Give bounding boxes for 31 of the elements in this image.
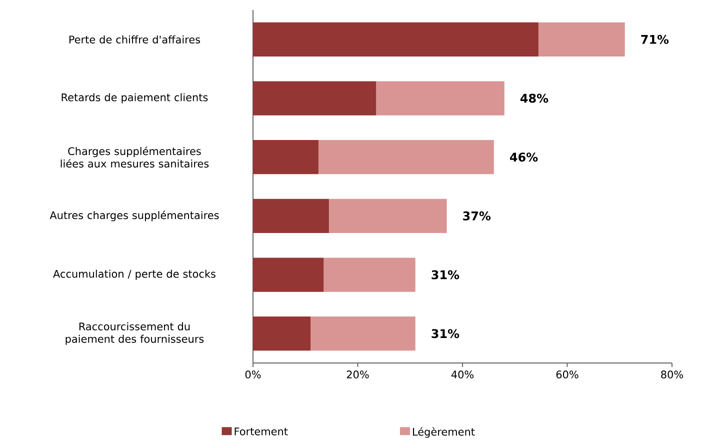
legend-label: Légèrement	[413, 427, 475, 438]
y-tick-label: Raccourcissement du paiement des fournisseurs	[66, 322, 204, 345]
bar	[253, 198, 329, 233]
total-label: 46%	[510, 152, 538, 162]
x-tick-label: 20%	[346, 370, 369, 378]
bar	[253, 81, 376, 116]
total-label: 71%	[641, 34, 669, 44]
bar	[318, 140, 494, 174]
y-tick-label: Retards de paiement clients	[62, 93, 208, 104]
y-tick-label: Charges supplémentaires liées aux mesures sanitaires	[60, 146, 209, 168]
bar	[324, 258, 416, 292]
bar	[253, 140, 318, 174]
bar	[253, 22, 538, 56]
bar	[253, 258, 324, 292]
total-label: 31%	[432, 329, 460, 338]
x-tick-label: 0%	[245, 370, 261, 378]
bar	[328, 198, 447, 233]
total-label: 37%	[463, 211, 491, 220]
y-tick-label: Autres charges supplémentaires	[50, 210, 219, 222]
bar	[376, 81, 504, 116]
bar	[310, 316, 416, 351]
x-tick-label: 80%	[661, 370, 684, 378]
bar	[253, 316, 311, 351]
y-tick-label: Perte de chiffre d'affaires	[69, 35, 200, 44]
legend-label: Fortement	[234, 428, 288, 436]
x-tick-label: 60%	[556, 370, 578, 378]
y-tick-label: Accumulation / perte de stocks	[53, 270, 216, 280]
bar	[538, 22, 625, 56]
x-tick-label: 40%	[451, 370, 474, 378]
total-label: 31%	[432, 270, 460, 280]
total-label: 48%	[520, 94, 548, 103]
